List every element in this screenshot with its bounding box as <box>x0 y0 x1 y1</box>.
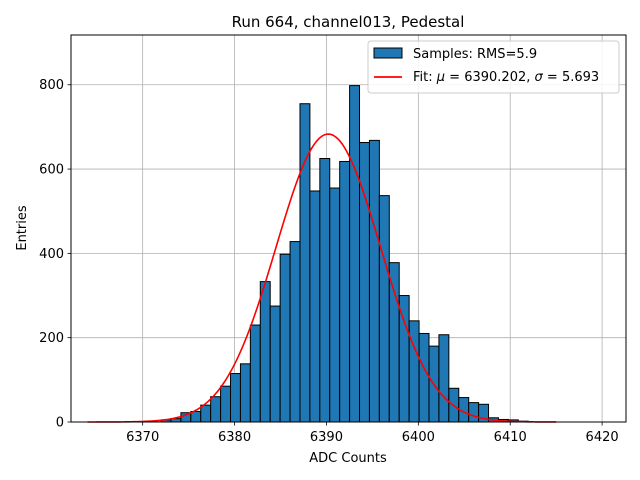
histogram-bar <box>468 402 480 423</box>
histogram-bar <box>210 396 222 423</box>
histogram-bar <box>220 385 232 423</box>
histogram-bar <box>368 139 380 423</box>
legend-label-fit: Fit: μ = 6390.202, σ = 5.693 <box>413 70 599 85</box>
y-axis-label: Entries <box>15 205 30 251</box>
x-tick-label: 6410 <box>494 430 527 445</box>
x-tick-label: 6420 <box>586 430 619 445</box>
plot-area-frame <box>70 34 627 423</box>
histogram-bar <box>329 187 341 423</box>
histogram-bar <box>388 262 400 423</box>
y-tick-label: 200 <box>39 331 64 346</box>
legend: Samples: RMS=5.9 Fit: μ = 6390.202, σ = … <box>367 40 620 94</box>
histogram-bar <box>230 373 241 423</box>
histogram-bar <box>259 281 271 423</box>
x-axis-ticks: 6370 6380 6390 6400 6410 6420 <box>126 422 619 445</box>
histogram-bar <box>319 158 331 423</box>
y-tick-label: 0 <box>56 416 64 431</box>
histogram-bar <box>438 334 450 423</box>
fit-curve-group <box>87 133 557 423</box>
x-tick-label: 6390 <box>310 430 343 445</box>
histogram-bar <box>349 85 361 423</box>
histogram-bar <box>398 295 410 423</box>
x-tick-label: 6400 <box>402 430 435 445</box>
y-tick-label: 400 <box>39 247 64 262</box>
y-tick-label: 800 <box>39 78 64 93</box>
y-tick-label: 600 <box>39 163 64 178</box>
x-tick-label: 6370 <box>126 430 159 445</box>
histogram-bar <box>378 195 390 423</box>
x-axis-label: ADC Counts <box>309 451 387 466</box>
legend-swatch-histogram <box>373 47 403 59</box>
histogram-bar <box>339 160 351 423</box>
x-tick-label: 6380 <box>218 430 251 445</box>
histogram-bar <box>289 241 301 423</box>
histogram-bar <box>408 320 420 423</box>
histogram-bar <box>309 190 321 423</box>
legend-frame <box>367 40 620 94</box>
histogram-bar <box>418 332 430 423</box>
y-axis-ticks: 0 200 400 600 800 <box>39 78 71 431</box>
histogram-bar <box>269 305 281 423</box>
histogram-bar <box>249 324 261 423</box>
legend-label-histogram: Samples: RMS=5.9 <box>413 47 537 62</box>
histogram-bar <box>239 363 251 423</box>
fit-curve <box>87 133 557 423</box>
chart-title: Run 664, channel013, Pedestal <box>232 13 465 31</box>
histogram-bar <box>299 103 311 423</box>
histogram-bars <box>160 85 529 423</box>
histogram-bar <box>279 253 291 423</box>
histogram-bar <box>200 404 212 423</box>
